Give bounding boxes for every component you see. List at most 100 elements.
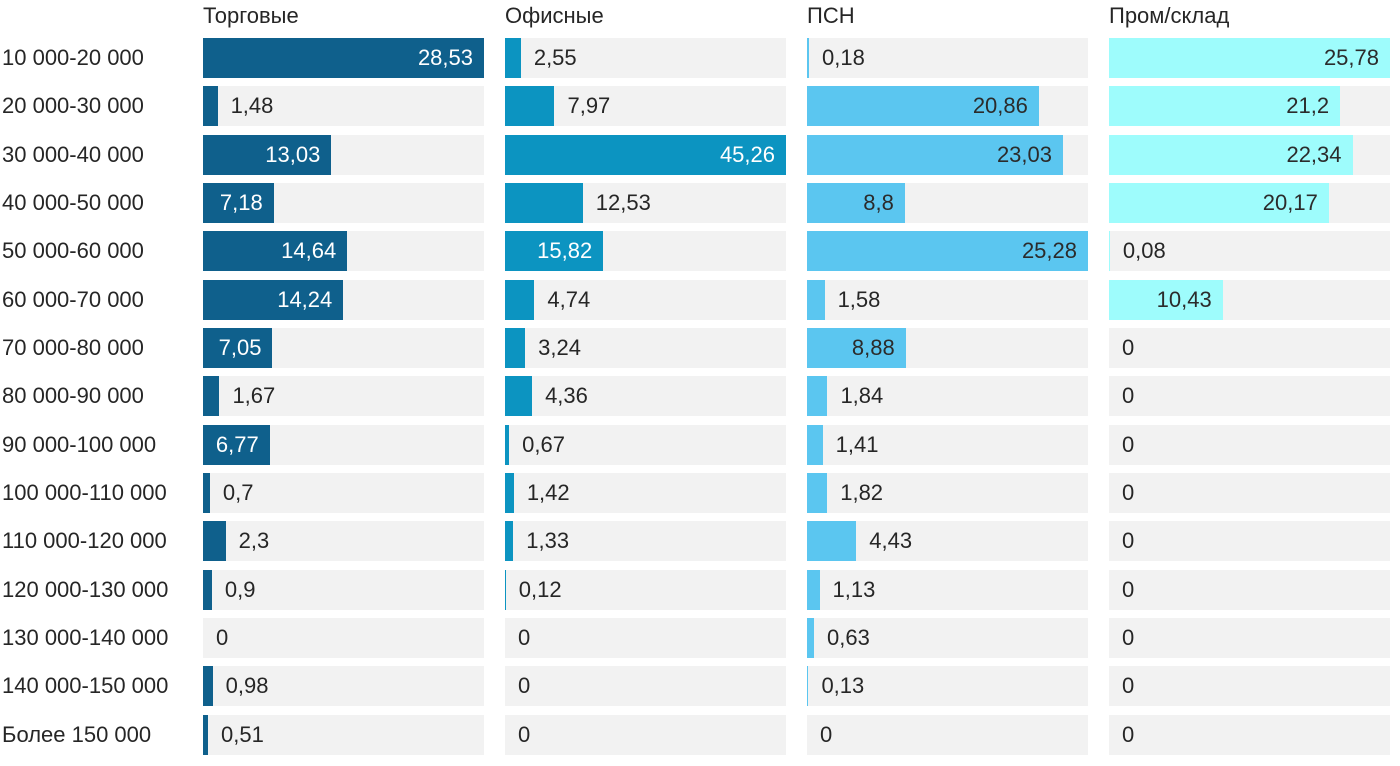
bar-track: 8,88 [807,328,1088,369]
value-label: 0 [1122,673,1135,699]
bar-track: 0,12 [505,569,786,610]
bar-track: 0 [1109,618,1390,659]
bar [1109,38,1390,78]
value-label: 0 [1122,576,1135,602]
value-label: 0 [216,625,229,651]
bar-track: 0,67 [505,424,786,465]
category-label: 50 000-60 000 [2,238,144,264]
value-label: 1,42 [526,480,570,506]
bar-track: 14,24 [203,279,484,320]
category-label: 100 000-110 000 [2,480,167,506]
value-label: 14,24 [277,286,333,312]
bar-track: 0 [505,618,786,659]
bar [505,86,555,127]
value-label: 0 [1122,721,1135,747]
value-label: 0 [820,721,833,747]
bar [203,521,226,562]
value-label: 45,26 [719,141,775,167]
bar [203,231,348,272]
bar [505,473,514,514]
bar [505,569,506,610]
bar-track: 0,18 [807,38,1088,78]
value-label: 28,53 [417,45,473,70]
value-label: 4,74 [547,286,591,312]
value-label: 1,33 [526,528,570,554]
value-label: 20,86 [972,93,1028,119]
bar-track: 0,7 [203,473,484,514]
bar-track: 1,58 [807,279,1088,320]
category-label: Более 150 000 [2,721,152,747]
bar-track: 3,24 [505,328,786,369]
bar [505,424,510,465]
value-label: 10,43 [1156,286,1212,312]
bar [203,424,270,465]
bar-track: 0 [1109,473,1390,514]
bar-track: 1,41 [807,424,1088,465]
bar-track: 2,3 [203,521,484,562]
bar [807,569,820,610]
value-label: 20,17 [1262,190,1318,216]
bar-track: 6,77 [203,424,484,465]
bar-track: 7,05 [203,328,484,369]
bar-track: 23,03 [807,134,1088,175]
bar [807,473,828,514]
bar-track: 0 [807,714,1088,755]
value-label: 0 [518,721,531,747]
value-label: 22,34 [1286,141,1342,167]
value-label: 8,88 [851,335,895,361]
bar-track: 0 [203,618,484,659]
value-label: 0 [1122,480,1135,506]
bar [203,183,274,224]
category-label: 40 000-50 000 [2,190,144,216]
value-label: 0 [1122,335,1135,361]
series-header-1: Торговые [203,3,299,28]
bar [505,279,535,320]
bar-track: 0,9 [203,569,484,610]
bar-track: 0 [1109,521,1390,562]
bar [1109,86,1341,127]
bar-track: 20,17 [1109,183,1390,224]
bar-track: 1,13 [807,569,1088,610]
value-label: 25,78 [1323,45,1379,70]
bar-track: 0,13 [807,666,1088,707]
bar-track: 1,84 [807,376,1088,417]
bar [203,38,484,78]
value-label: 23,03 [996,141,1052,167]
bar [505,521,514,562]
bar [807,183,905,224]
bar-track: 4,36 [505,376,786,417]
bar [203,86,218,127]
value-label: 0 [1122,383,1135,409]
bar-track: 0 [505,666,786,707]
bar [1109,134,1353,175]
bar [807,376,828,417]
value-label: 1,48 [230,93,274,119]
value-label: 25,28 [1021,238,1077,264]
value-label: 1,13 [832,576,876,602]
bar-track: 0,63 [807,618,1088,659]
series-header-2: Офисные [505,3,604,28]
value-label: 1,84 [840,383,884,409]
value-label: 2,55 [533,45,577,70]
bar-track: 1,67 [203,376,484,417]
value-label: 2,3 [238,528,270,554]
value-label: 6,77 [215,431,259,457]
bar [505,376,533,417]
bar-track: 0,98 [203,666,484,707]
value-label: 7,05 [218,335,262,361]
value-label: 4,43 [869,528,913,554]
series-header-4: Пром/склад [1109,3,1230,28]
category-label: 90 000-100 000 [2,431,157,457]
category-label: 70 000-80 000 [2,335,144,361]
value-label: 4,36 [545,383,588,409]
bar [203,134,332,175]
value-label: 7,18 [219,190,263,216]
value-label: 0 [518,625,531,651]
value-label: 1,82 [840,480,884,506]
bar-track: 0,08 [1109,231,1390,272]
category-label: 140 000-150 000 [2,673,169,699]
bar-track: 2,55 [505,38,786,78]
value-label: 0,7 [222,480,254,506]
bar-track: 0 [1109,376,1390,417]
